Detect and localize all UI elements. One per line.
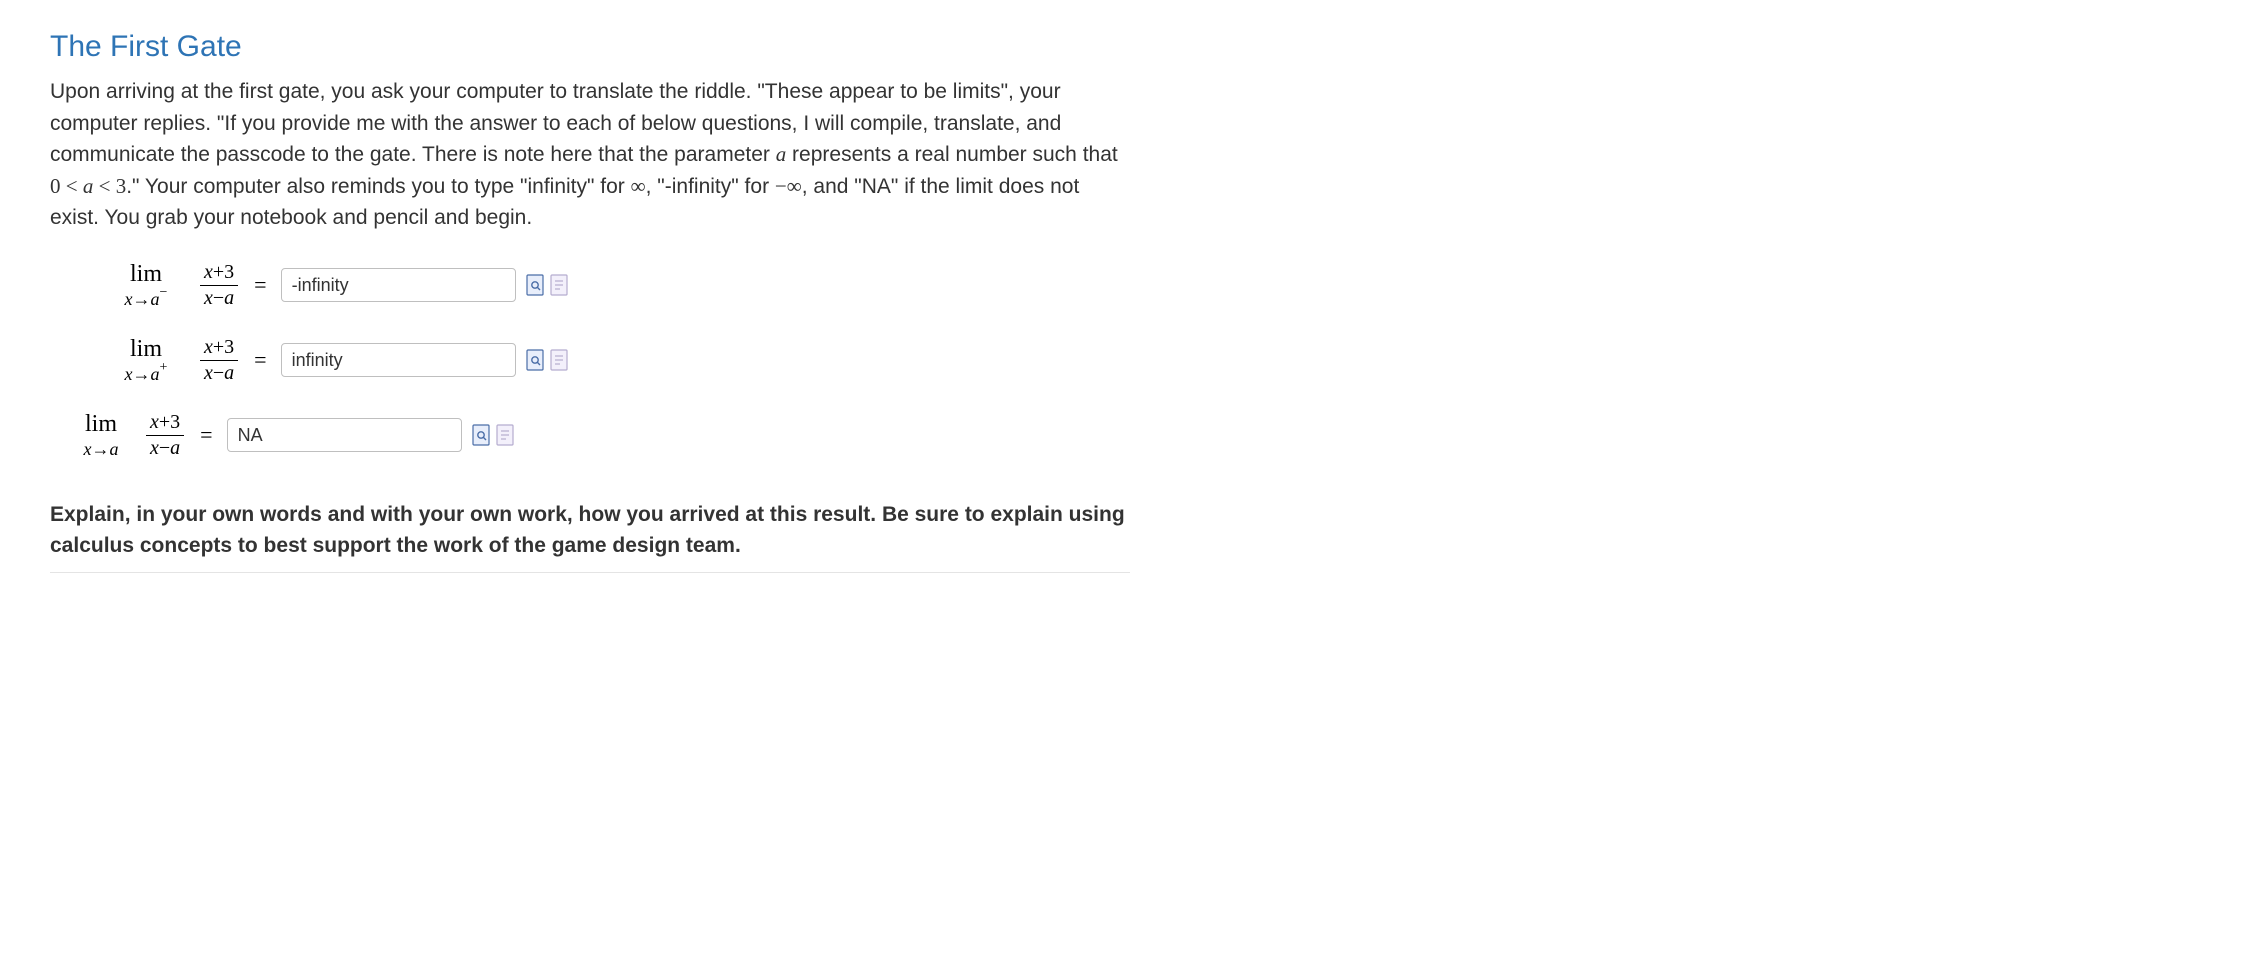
fraction-1: x+3 x−a bbox=[200, 262, 238, 309]
lim-operator-2: lim x→a+ bbox=[100, 337, 192, 383]
den-a: a bbox=[224, 287, 234, 309]
param-a: a bbox=[776, 142, 787, 166]
frac-num: x+3 bbox=[200, 262, 238, 283]
lim-x: x bbox=[84, 439, 92, 459]
den-a: a bbox=[224, 362, 234, 384]
frac-num: x+3 bbox=[200, 337, 238, 358]
intro-seg2: represents a real number such that bbox=[786, 143, 1118, 166]
lim-arrow: → bbox=[133, 289, 151, 309]
num-x: x bbox=[150, 411, 159, 433]
preview-icon[interactable] bbox=[526, 274, 544, 296]
lim-operator-1: lim x→a− bbox=[100, 262, 192, 308]
num-x: x bbox=[204, 261, 213, 283]
num-plus: + bbox=[213, 336, 224, 358]
inequality: 0 < a < 3 bbox=[50, 174, 126, 198]
limit-expr-3: lim x→a x+3 x−a = bbox=[64, 412, 227, 459]
lim-sub-3: x→a bbox=[84, 438, 119, 458]
neg-sign: − bbox=[775, 174, 787, 198]
num-3: 3 bbox=[224, 336, 234, 358]
limit-expr-1: lim x→a− x+3 x−a = bbox=[100, 262, 281, 309]
preview-icon[interactable] bbox=[526, 349, 544, 371]
num-x: x bbox=[204, 336, 213, 358]
limit-row-3: lim x→a x+3 x−a = bbox=[64, 412, 1130, 459]
num-3: 3 bbox=[224, 261, 234, 283]
frac-bar bbox=[200, 360, 238, 361]
page-root: The First Gate Upon arriving at the firs… bbox=[0, 0, 1180, 613]
lim-arrow: → bbox=[92, 439, 110, 459]
ineq-lt1: < bbox=[61, 174, 83, 198]
lim-x: x bbox=[125, 289, 133, 309]
preview-icon[interactable] bbox=[472, 424, 490, 446]
infinity-symbol-1: ∞ bbox=[631, 174, 646, 198]
lim-approach-2: + bbox=[160, 360, 168, 375]
limit-row-1: lim x→a− x+3 x−a = bbox=[100, 262, 1130, 309]
equals-sign: = bbox=[254, 347, 266, 373]
frac-num: x+3 bbox=[146, 412, 184, 433]
equals-sign: = bbox=[254, 272, 266, 298]
frac-bar bbox=[146, 435, 184, 436]
infinity-symbol-2: ∞ bbox=[787, 174, 802, 198]
den-minus: − bbox=[159, 437, 170, 459]
intro-paragraph: Upon arriving at the first gate, you ask… bbox=[50, 76, 1130, 234]
num-plus: + bbox=[213, 261, 224, 283]
lim-a: a bbox=[110, 439, 119, 459]
answer-input-3[interactable] bbox=[227, 418, 462, 452]
equals-sign: = bbox=[200, 422, 212, 448]
help-icon[interactable] bbox=[550, 274, 568, 296]
lim-x: x bbox=[125, 364, 133, 384]
limit-expr-2: lim x→a+ x+3 x−a = bbox=[100, 337, 281, 384]
input-icons-3 bbox=[472, 424, 514, 446]
den-x: x bbox=[150, 437, 159, 459]
answer-input-2[interactable] bbox=[281, 343, 516, 377]
limit-row-2: lim x→a+ x+3 x−a = bbox=[100, 337, 1130, 384]
lim-sub-2: x→a+ bbox=[125, 363, 168, 383]
divider bbox=[50, 572, 1130, 573]
fraction-3: x+3 x−a bbox=[146, 412, 184, 459]
lim-operator-3: lim x→a bbox=[64, 412, 138, 458]
lim-word: lim bbox=[130, 262, 162, 286]
lim-word: lim bbox=[85, 412, 117, 436]
help-icon[interactable] bbox=[496, 424, 514, 446]
lim-word: lim bbox=[130, 337, 162, 361]
den-x: x bbox=[204, 287, 213, 309]
ineq-a: a bbox=[83, 174, 94, 198]
input-icons-2 bbox=[526, 349, 568, 371]
den-a: a bbox=[170, 437, 180, 459]
lim-approach-1: − bbox=[160, 285, 168, 300]
problems-block: lim x→a− x+3 x−a = bbox=[100, 262, 1130, 459]
frac-den: x−a bbox=[146, 438, 184, 459]
ineq-0: 0 bbox=[50, 174, 61, 198]
den-x: x bbox=[204, 362, 213, 384]
ineq-3: 3 bbox=[116, 174, 127, 198]
lim-a: a bbox=[151, 289, 160, 309]
frac-bar bbox=[200, 285, 238, 286]
frac-den: x−a bbox=[200, 363, 238, 384]
num-plus: + bbox=[159, 411, 170, 433]
intro-seg3: ." Your computer also reminds you to typ… bbox=[126, 175, 630, 198]
frac-den: x−a bbox=[200, 288, 238, 309]
answer-input-1[interactable] bbox=[281, 268, 516, 302]
input-icons-1 bbox=[526, 274, 568, 296]
den-minus: − bbox=[213, 287, 224, 309]
intro-seg4: , "-infinity" for bbox=[646, 175, 775, 198]
explain-instruction: Explain, in your own words and with your… bbox=[50, 499, 1130, 562]
num-3: 3 bbox=[170, 411, 180, 433]
section-title: The First Gate bbox=[50, 30, 1130, 64]
lim-sub-1: x→a− bbox=[125, 288, 168, 308]
ineq-lt2: < bbox=[93, 174, 115, 198]
den-minus: − bbox=[213, 362, 224, 384]
lim-arrow: → bbox=[133, 364, 151, 384]
fraction-2: x+3 x−a bbox=[200, 337, 238, 384]
help-icon[interactable] bbox=[550, 349, 568, 371]
lim-a: a bbox=[151, 364, 160, 384]
